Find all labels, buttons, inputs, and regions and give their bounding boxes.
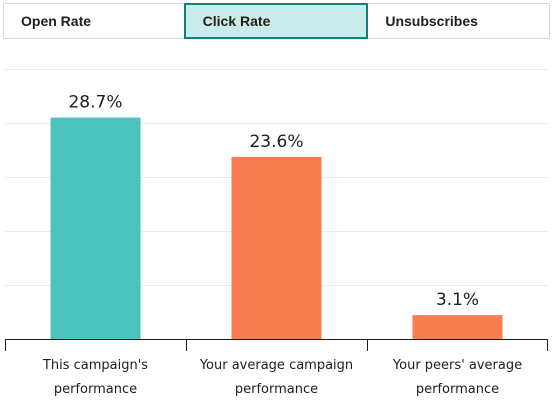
tab-unsubscribes[interactable]: Unsubscribes — [368, 4, 549, 38]
data-label: 3.1% — [436, 290, 479, 310]
metric-tabs: Open Rate Click Rate Unsubscribes — [3, 3, 550, 39]
bar — [231, 156, 322, 339]
bar — [50, 117, 141, 339]
tab-open-rate-label: Open Rate — [21, 13, 92, 29]
tab-click-rate-label: Click Rate — [202, 13, 271, 29]
category-label: Your peers' average — [392, 358, 522, 373]
tab-click-rate[interactable]: Click Rate — [183, 3, 369, 39]
bar — [412, 315, 503, 339]
category-label: Your average campaign — [199, 358, 353, 373]
category-label: performance — [54, 382, 137, 397]
tab-open-rate[interactable]: Open Rate — [4, 4, 185, 38]
comparison-bar-chart: 28.7% This campaign's performance 23.6% Your… — [5, 69, 548, 397]
category-label: performance — [416, 382, 499, 397]
category-label: This campaign's — [42, 358, 148, 373]
category-label: performance — [235, 382, 318, 397]
tab-unsubscribes-label: Unsubscribes — [385, 13, 478, 29]
data-label: 28.7% — [68, 93, 122, 113]
data-label: 23.6% — [249, 132, 303, 152]
